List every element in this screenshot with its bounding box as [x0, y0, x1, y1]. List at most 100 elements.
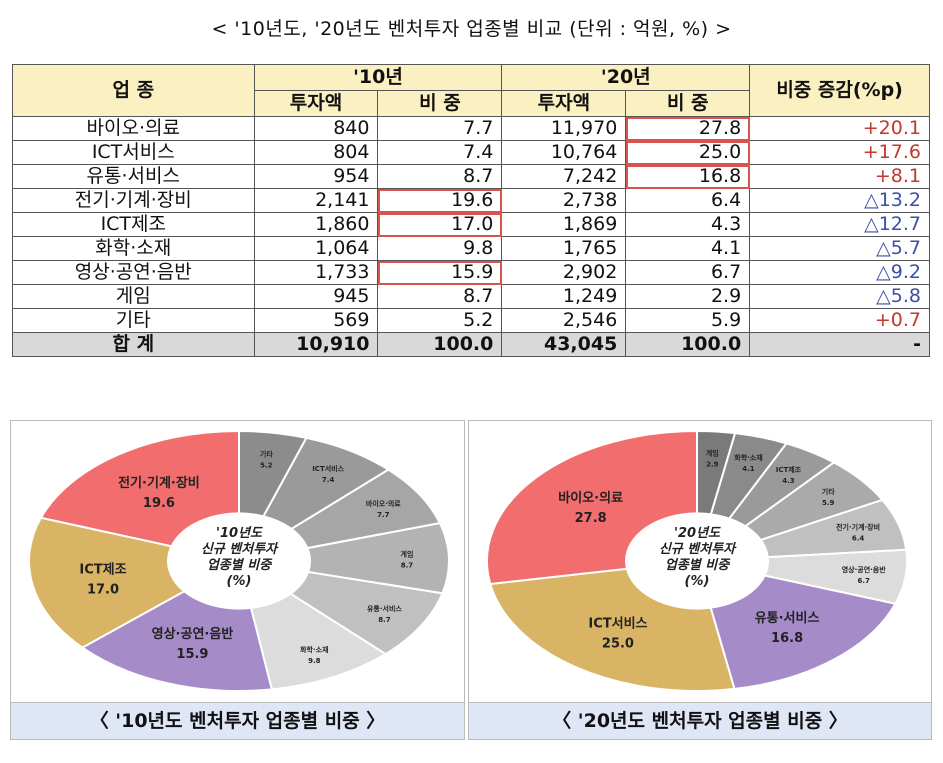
- page-title: < '10년도, '20년도 벤처투자 업종별 비교 (단위 : 억원, %) …: [211, 18, 732, 40]
- share-2010: 8.7: [377, 164, 503, 189]
- amount-2020: 2,738: [501, 188, 627, 213]
- slice-value: 19.6: [143, 496, 175, 511]
- share-change: +20.1: [749, 116, 930, 141]
- industry-name: 기타: [12, 308, 255, 333]
- industry-name: 전기·기계·장비: [12, 188, 255, 213]
- industry-name: 게임: [12, 284, 255, 309]
- amount-2020: 1,869: [501, 212, 627, 237]
- amount-2010: 569: [253, 308, 379, 333]
- slice-label: 게임: [706, 448, 719, 457]
- table-row: 바이오·의료 840 7.7 11,970 27.8 +20.1: [12, 116, 930, 141]
- header-amount-2020: 투자액: [501, 90, 627, 117]
- share-2010: 17.0: [377, 212, 503, 237]
- donut-hole: [167, 512, 311, 610]
- amount-2020: 2,902: [501, 260, 627, 285]
- slice-value: 17.0: [87, 583, 119, 598]
- share-2020: 4.1: [625, 236, 751, 261]
- amount-2010: 954: [253, 164, 379, 189]
- amount-2020: 10,764: [501, 140, 627, 165]
- amount-2010: 1,064: [253, 236, 379, 261]
- amount-2020: 2,546: [501, 308, 627, 333]
- total-change: -: [749, 332, 930, 357]
- pie-caption-2010: 〈 '10년도 벤처투자 업종별 비중 〉: [11, 702, 464, 739]
- slice-label: 기타: [260, 449, 273, 458]
- slice-value: 7.7: [377, 511, 390, 519]
- slice-value: 8.7: [401, 562, 414, 570]
- amount-2010: 840: [253, 116, 379, 141]
- share-change: +0.7: [749, 308, 930, 333]
- header-share-2020: 비 중: [625, 90, 751, 117]
- slice-value: 27.8: [575, 511, 607, 526]
- amount-2010: 2,141: [253, 188, 379, 213]
- amount-2020: 1,249: [501, 284, 627, 309]
- table-row: 화학·소재 1,064 9.8 1,765 4.1 △5.7: [12, 236, 930, 261]
- industry-name: 유통·서비스: [12, 164, 255, 189]
- pie-chart-2010: 기타 5.2 ICT서비스 7.4 바이오·의료 7.7 게임 8.7 유통·서비스 8.7 화학·…: [28, 429, 450, 692]
- slice-value: 5.9: [822, 499, 835, 507]
- donut-center-text: '10년도: [216, 526, 263, 541]
- slice-value: 6.7: [858, 577, 871, 585]
- slice-value: 4.3: [782, 477, 795, 485]
- slice-label: 기타: [822, 487, 835, 496]
- share-change: △5.8: [749, 284, 930, 309]
- header-2020: '20년: [501, 64, 751, 91]
- slice-label: 전기·기계·장비: [118, 475, 200, 491]
- slice-label: ICT제조: [79, 563, 126, 578]
- industry-name: 영상·공연·음반: [12, 260, 255, 285]
- slice-label: ICT서비스: [588, 616, 647, 631]
- share-change: △12.7: [749, 212, 930, 237]
- slice-label: 영상·공연·음반: [152, 626, 234, 642]
- share-change: △9.2: [749, 260, 930, 285]
- donut-center-text: 업종별 비중: [207, 557, 273, 573]
- pie-caption-2020: 〈 '20년도 벤처투자 업종별 비중 〉: [469, 702, 931, 739]
- industry-comparison-table: 업 종 '10년 '20년 비중 증감(%p) 투자액 비 중 투자액 비 중 …: [12, 64, 930, 357]
- share-2020: 25.0: [625, 140, 751, 165]
- industry-name: 바이오·의료: [12, 116, 255, 141]
- total-amount-2020: 43,045: [501, 332, 627, 357]
- header-industry: 업 종: [12, 64, 255, 117]
- amount-2020: 1,765: [501, 236, 627, 261]
- share-change: △13.2: [749, 188, 930, 213]
- donut-center-text: '20년도: [674, 526, 721, 541]
- pie-panel-2010: 기타 5.2 ICT서비스 7.4 바이오·의료 7.7 게임 8.7 유통·서비스 8.7 화학·…: [10, 420, 465, 740]
- share-2020: 16.8: [625, 164, 751, 189]
- amount-2010: 945: [253, 284, 379, 309]
- share-2010: 7.7: [377, 116, 503, 141]
- slice-label: 바이오·의료: [366, 499, 401, 508]
- donut-hole: [625, 512, 769, 610]
- donut-center-text: 신규 벤처투자: [659, 541, 737, 557]
- slice-value: 8.7: [378, 616, 391, 624]
- share-2020: 4.3: [625, 212, 751, 237]
- slice-value: 16.8: [771, 631, 803, 646]
- slice-value: 6.4: [852, 534, 865, 542]
- table-row: 전기·기계·장비 2,141 19.6 2,738 6.4 △13.2: [12, 188, 930, 213]
- slice-value: 15.9: [176, 647, 208, 662]
- pie-slice: [238, 522, 450, 595]
- share-change: △5.7: [749, 236, 930, 261]
- slice-value: 7.4: [322, 476, 335, 484]
- donut-center-text: (%): [685, 574, 710, 589]
- share-2010: 19.6: [377, 188, 503, 213]
- header-share-2010: 비 중: [377, 90, 503, 117]
- amount-2010: 1,733: [253, 260, 379, 285]
- header-amount-2010: 투자액: [253, 90, 379, 117]
- share-2010: 8.7: [377, 284, 503, 309]
- share-change: +8.1: [749, 164, 930, 189]
- amount-2010: 1,860: [253, 212, 379, 237]
- industry-name: ICT제조: [12, 212, 255, 237]
- share-2010: 5.2: [377, 308, 503, 333]
- share-2020: 6.4: [625, 188, 751, 213]
- pie-panel-2020: 게임 2.9 화학·소재 4.1 ICT제조 4.3 기타 5.9 전기·기계·장비 6.4 영상·…: [468, 420, 932, 740]
- donut-center-text: 업종별 비중: [665, 557, 731, 573]
- header-2010: '10년: [253, 64, 503, 91]
- slice-value: 9.8: [308, 657, 321, 665]
- slice-label: 게임: [401, 550, 414, 559]
- slice-label: 화학·소재: [300, 645, 328, 654]
- share-change: +17.6: [749, 140, 930, 165]
- slice-value: 25.0: [602, 636, 634, 651]
- share-2020: 5.9: [625, 308, 751, 333]
- industry-name: ICT서비스: [12, 140, 255, 165]
- amount-2010: 804: [253, 140, 379, 165]
- amount-2020: 11,970: [501, 116, 627, 141]
- slice-value: 4.1: [742, 465, 755, 473]
